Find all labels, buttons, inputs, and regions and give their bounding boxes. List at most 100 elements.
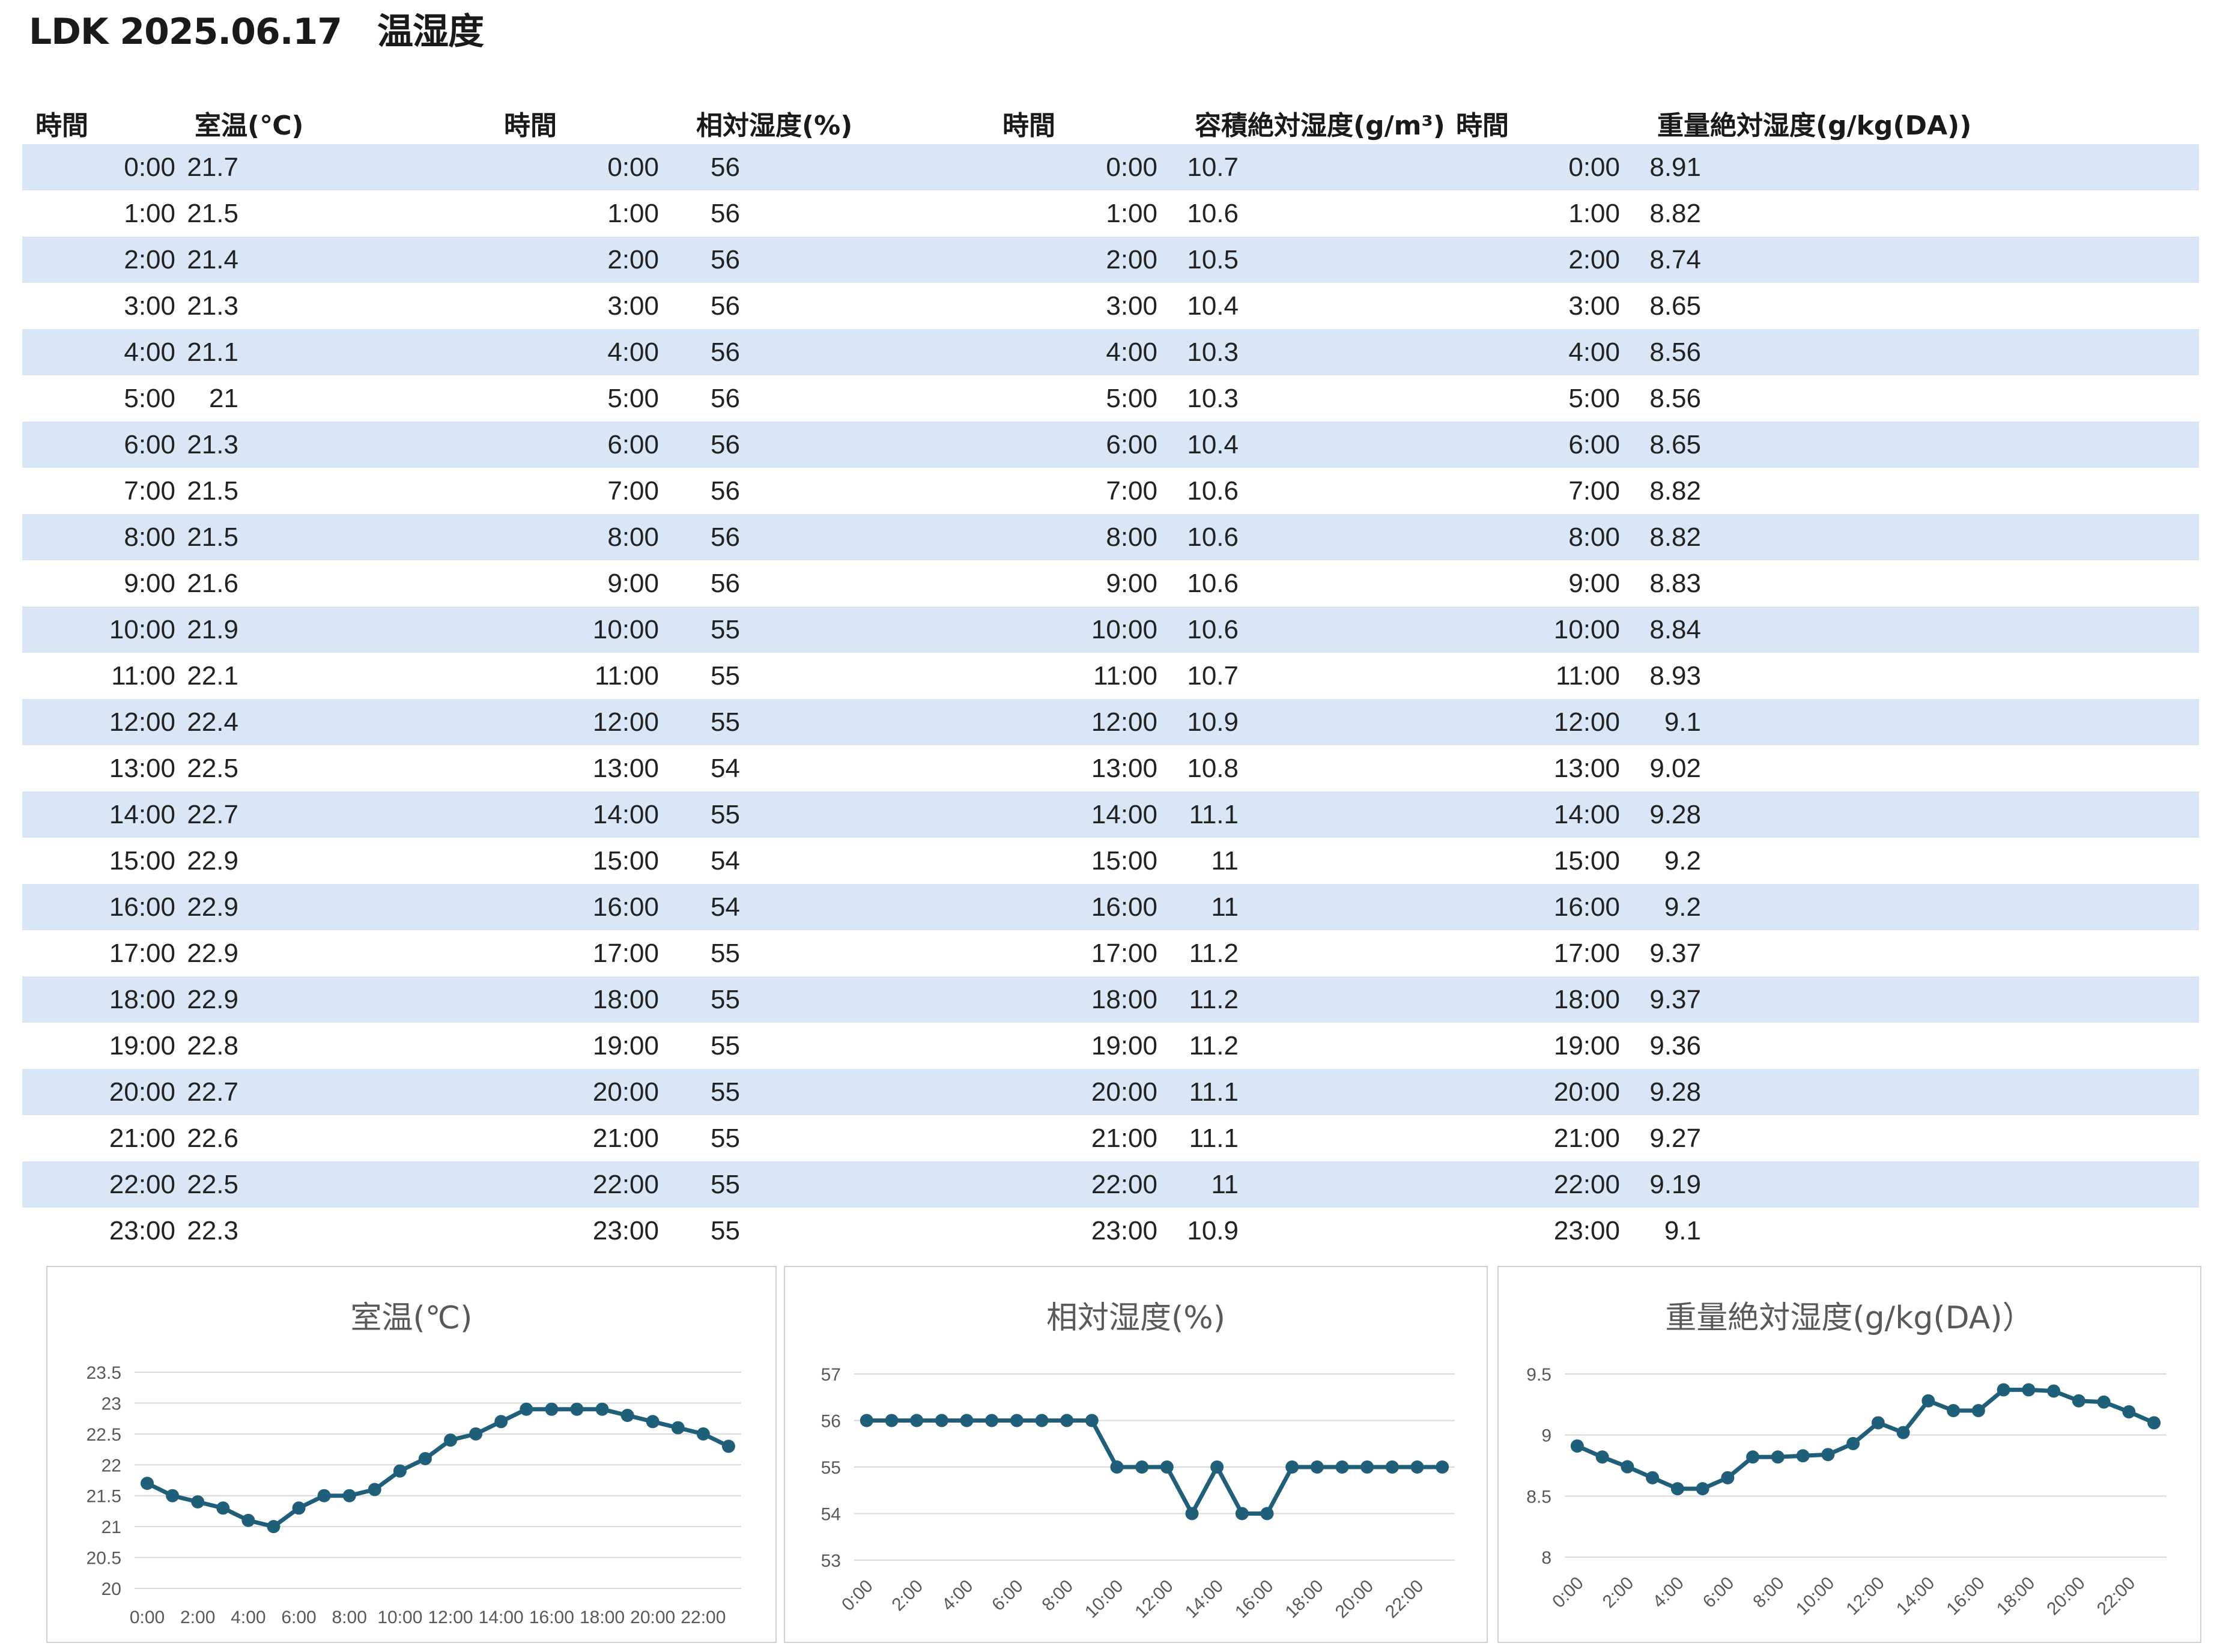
x-tick-label: 2:00	[180, 1608, 215, 1627]
row-spacer	[1827, 329, 2199, 375]
data-point	[317, 1489, 331, 1502]
time-cell: 12:00	[22, 699, 181, 745]
table-row: 8:00 21.5 8:00 56 8:00 10.6 8:00 8.82	[22, 514, 2199, 560]
row-spacer	[1827, 791, 2199, 838]
chart-panel-weight-humidity: 重量絶対湿度(g/kg(DA)） 8 8.5 9 9.5 0:00 2:00 4:00 6:0…	[1497, 1266, 2201, 1643]
weight-humidity-cell: 9.1	[1644, 699, 1827, 745]
table-row: 13:00 22.5 13:00 54 13:00 10.8 13:00 9.02	[22, 745, 2199, 791]
volumetric-humidity-cell: 11.2	[1189, 938, 1239, 968]
time-cell: 1:00	[607, 198, 659, 228]
row-spacer	[1827, 1208, 2199, 1254]
time-cell: 18:00	[365, 976, 683, 1023]
row-spacer	[1827, 653, 2199, 699]
time-cell: 5:00	[124, 383, 175, 413]
time-cell: 10:00	[866, 607, 1181, 653]
data-point	[1997, 1383, 2010, 1397]
x-tick-label: 10:00	[1081, 1576, 1127, 1622]
weight-humidity-cell: 9.19	[1644, 1161, 1827, 1208]
row-spacer	[1827, 699, 2199, 745]
time-cell: 4:00	[365, 329, 683, 375]
y-tick-label: 9.5	[1526, 1365, 1551, 1385]
volumetric-humidity-cell: 11.2	[1189, 1030, 1239, 1060]
volumetric-humidity-cell: 10.6	[1187, 476, 1239, 506]
data-point	[885, 1414, 899, 1427]
relative-humidity-cell: 55	[683, 699, 866, 745]
header-relative-humidity: 相対湿度(%)	[696, 110, 853, 141]
data-point	[2147, 1416, 2161, 1430]
time-cell: 17:00	[109, 938, 175, 968]
weight-humidity-cell: 8.83	[1649, 568, 1701, 598]
table-row: 20:00 22.7 20:00 55 20:00 11.1 20:00 9.28	[22, 1069, 2199, 1115]
x-tick-label: 4:00	[938, 1576, 977, 1615]
temperature-cell: 22.9	[181, 976, 365, 1023]
data-point	[494, 1415, 508, 1429]
time-cell: 3:00	[124, 291, 175, 321]
x-tick-label: 12:00	[1131, 1576, 1177, 1622]
data-point	[520, 1402, 533, 1416]
time-cell: 15:00	[592, 846, 659, 876]
header-weight-humidity: 重量絶対湿度(g/kg(DA))	[1657, 110, 1972, 141]
time-cell: 13:00	[1091, 753, 1157, 783]
y-tick-label: 23.5	[86, 1363, 121, 1383]
time-cell: 12:00	[1365, 699, 1644, 745]
time-cell: 9:00	[1568, 568, 1620, 598]
chart-relative-humidity: 53 54 55 56 57 0:00 2:00 4:00 6:00 8:00 10:00 12:00…	[821, 1365, 1455, 1622]
time-cell: 23:00	[592, 1215, 659, 1245]
data-point	[1721, 1471, 1735, 1484]
y-tick-label: 55	[821, 1458, 841, 1478]
time-cell: 22:00	[1365, 1161, 1644, 1208]
time-cell: 2:00	[365, 237, 683, 283]
temperature-cell: 21.6	[187, 568, 238, 598]
time-cell: 11:00	[595, 661, 659, 691]
data-point	[1971, 1404, 1985, 1417]
time-cell: 18:00	[22, 976, 181, 1023]
time-cell: 7:00	[124, 476, 175, 506]
header-time-1: 時間	[35, 110, 88, 141]
x-tick-label: 0:00	[1548, 1573, 1588, 1612]
volumetric-humidity-cell: 11.1	[1189, 1123, 1239, 1153]
time-cell: 21:00	[1553, 1123, 1620, 1153]
data-point	[1285, 1460, 1299, 1474]
x-tick-label: 14:00	[1893, 1573, 1938, 1619]
time-cell: 0:00	[866, 144, 1181, 190]
time-cell: 3:00	[1568, 291, 1620, 321]
weight-humidity-cell: 8.65	[1644, 422, 1827, 468]
weight-humidity-cell: 9.1	[1664, 1215, 1701, 1245]
row-spacer	[1827, 884, 2199, 930]
data-point	[620, 1409, 634, 1422]
data-point	[696, 1427, 710, 1441]
data-point	[166, 1489, 180, 1502]
y-tick-label: 22	[102, 1456, 121, 1475]
temperature-cell: 21	[209, 383, 238, 413]
x-tick-label: 0:00	[130, 1608, 165, 1627]
time-cell: 16:00	[1365, 884, 1644, 930]
temperature-cell: 22.9	[187, 846, 238, 876]
table-row: 23:00 22.3 23:00 55 23:00 10.9 23:00 9.1	[22, 1208, 2199, 1254]
time-cell: 11:00	[1556, 661, 1620, 691]
row-spacer	[1827, 976, 2199, 1023]
volumetric-humidity-cell: 10.7	[1187, 661, 1239, 691]
volumetric-humidity-cell: 11	[1211, 846, 1239, 876]
data-point	[241, 1513, 255, 1527]
data-point	[368, 1483, 381, 1496]
time-cell: 20:00	[866, 1069, 1181, 1115]
table-row: 16:00 22.9 16:00 54 16:00 11 16:00 9.2	[22, 884, 2199, 930]
data-point	[1235, 1507, 1249, 1520]
row-spacer	[1827, 1161, 2199, 1208]
relative-humidity-cell: 56	[711, 476, 740, 506]
relative-humidity-cell: 55	[711, 938, 740, 968]
chart-panel-temperature: 室温(℃) 20 20.5 21 21.5 22 22.5 23 23.5 0:00 2:00 4:…	[46, 1266, 777, 1643]
time-cell: 4:00	[1365, 329, 1644, 375]
table-row: 15:00 22.9 15:00 54 15:00 11 15:00 9.2	[22, 838, 2199, 884]
time-cell: 9:00	[607, 568, 659, 598]
data-point	[2072, 1394, 2085, 1408]
x-tick-label: 2:00	[1599, 1573, 1638, 1612]
data-point	[1595, 1450, 1609, 1464]
time-cell: 9:00	[1106, 568, 1157, 598]
time-cell: 6:00	[1365, 422, 1644, 468]
x-tick-label: 16:00	[1231, 1576, 1277, 1622]
y-tick-label: 9	[1541, 1426, 1551, 1446]
weight-humidity-cell: 8.84	[1644, 607, 1827, 653]
weight-humidity-cell: 8.93	[1649, 661, 1701, 691]
data-point	[1335, 1460, 1349, 1474]
